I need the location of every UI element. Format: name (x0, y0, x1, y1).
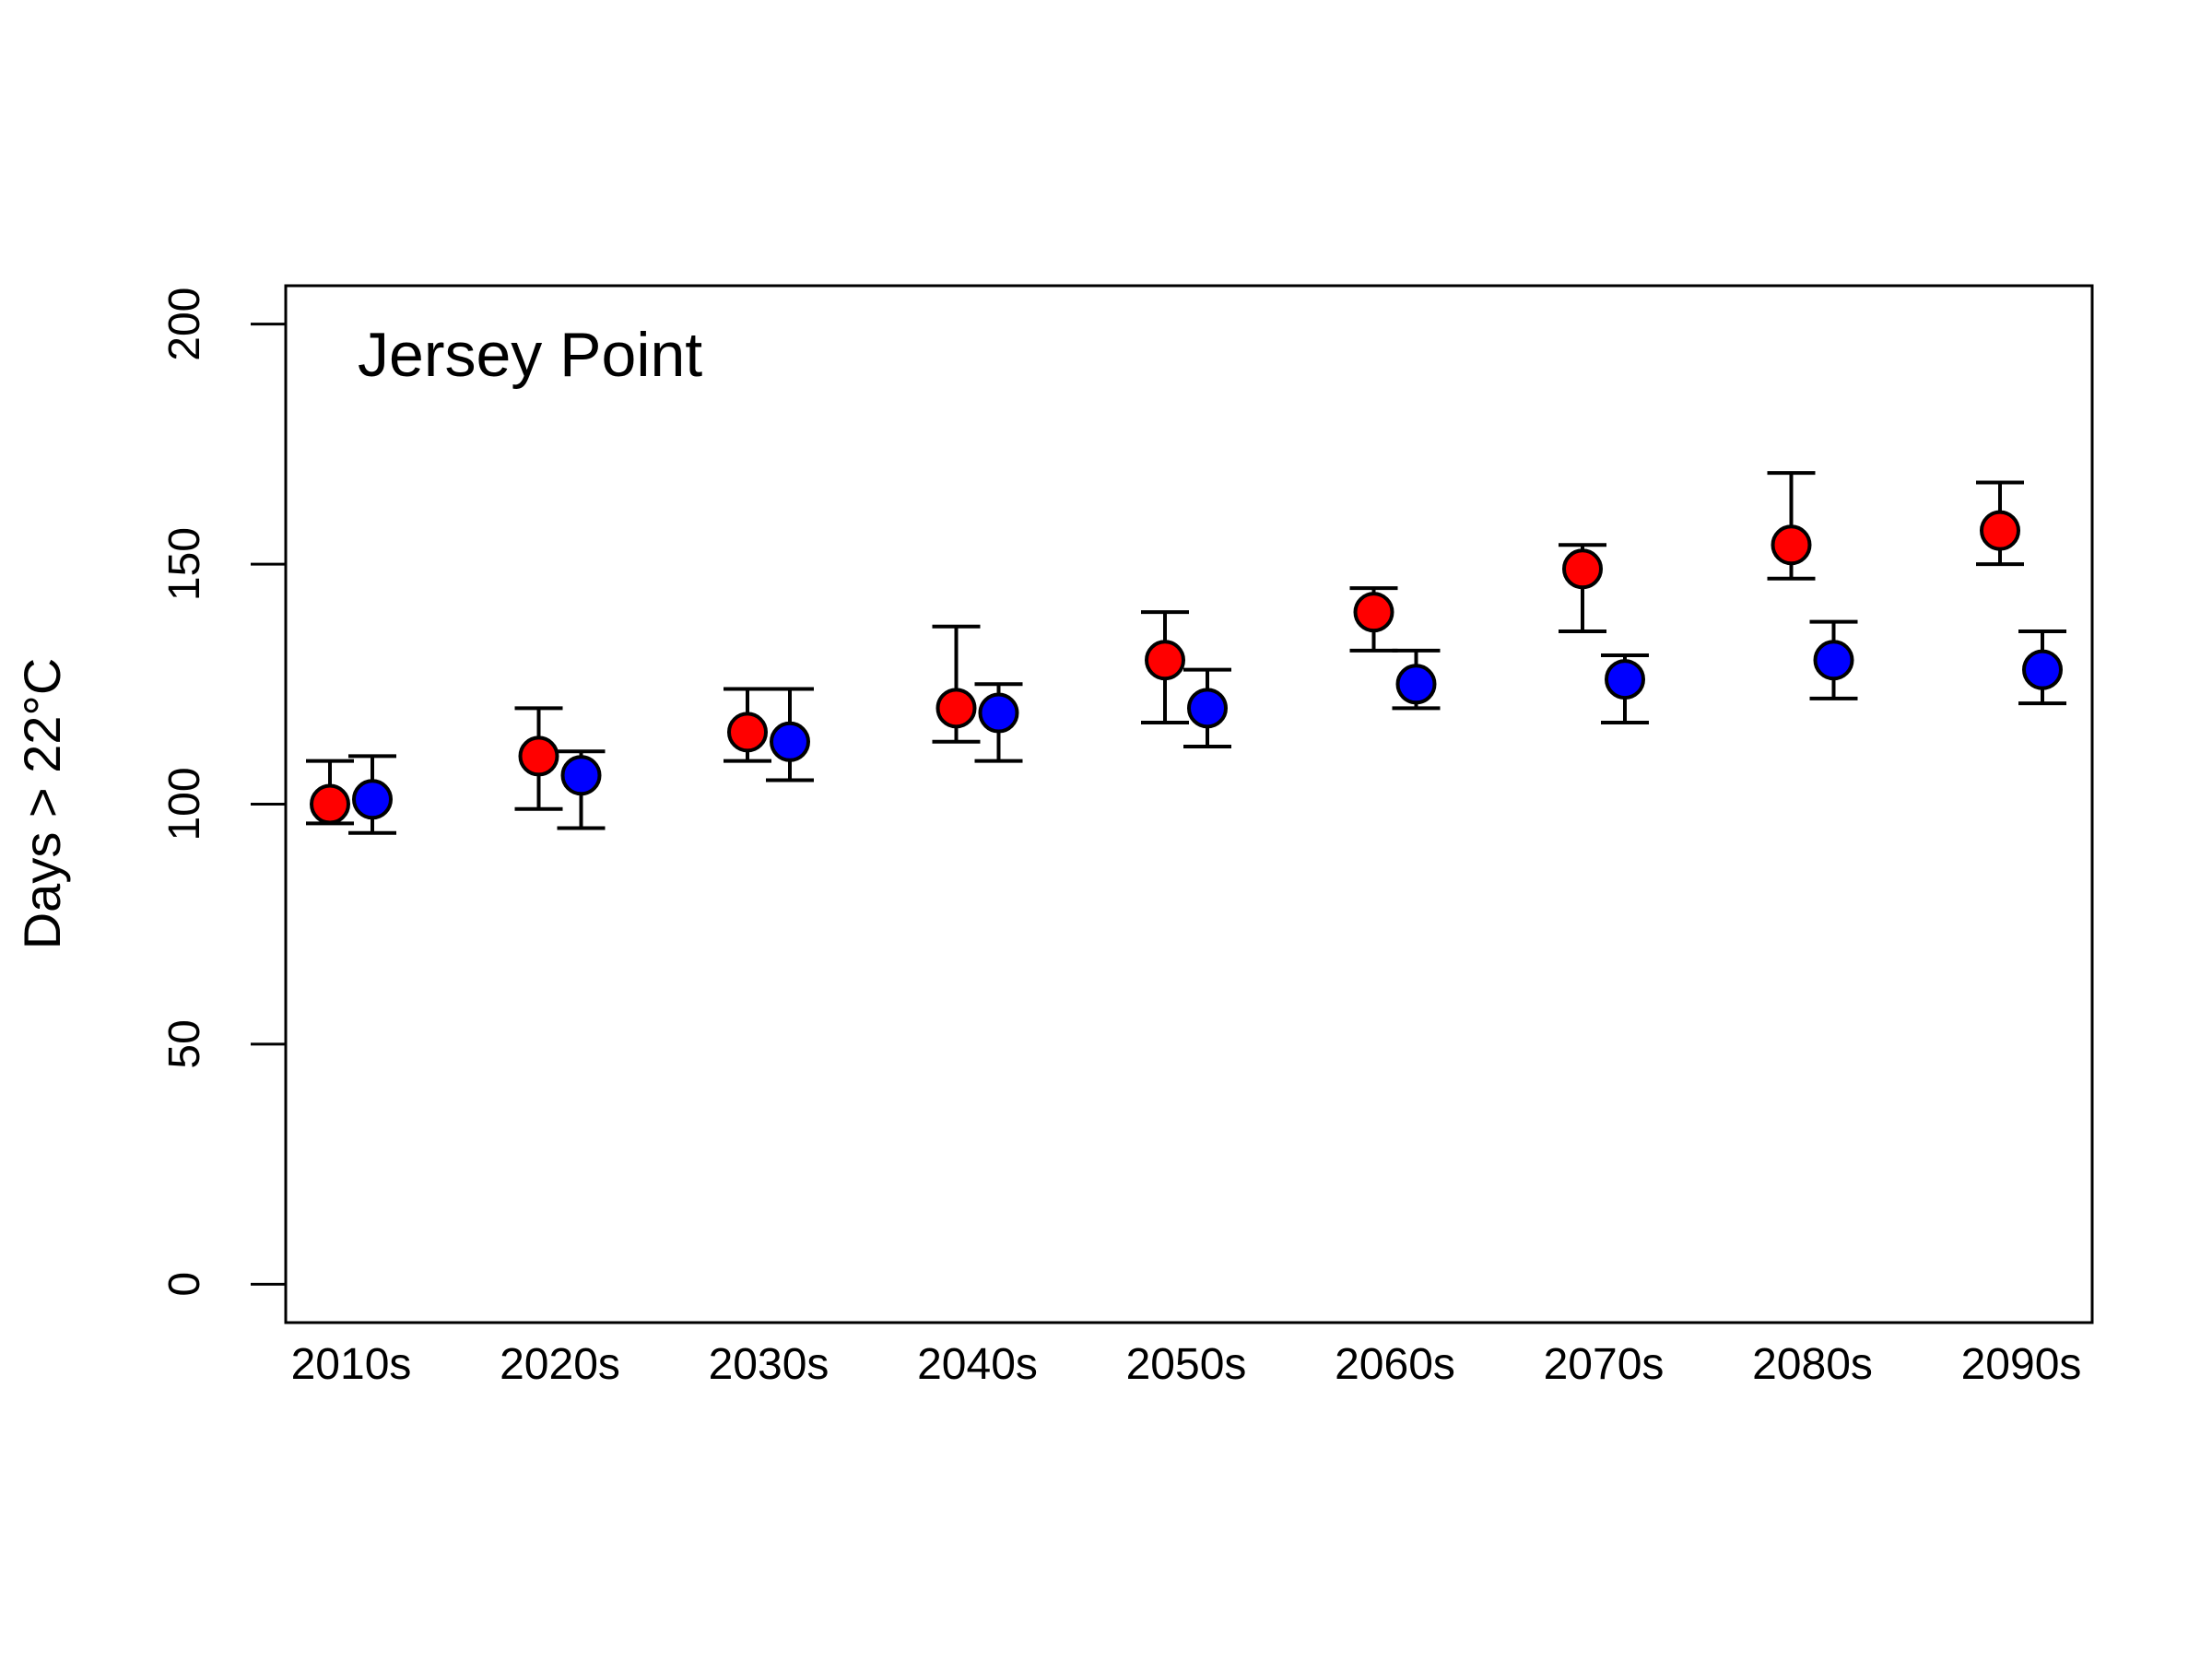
data-point (1187, 688, 1228, 729)
x-tick-label: 2010s (291, 1340, 412, 1389)
x-tick-label: 2040s (917, 1340, 1038, 1389)
data-point (978, 692, 1019, 734)
data-point (1145, 640, 1185, 681)
x-tick-label: 2090s (1961, 1340, 2082, 1389)
data-point (1813, 640, 1854, 681)
data-point (1980, 510, 2020, 551)
data-point (560, 755, 602, 796)
x-tick-label: 2030s (709, 1340, 830, 1389)
x-tick-label: 2060s (1335, 1340, 1455, 1389)
data-point (1395, 664, 1437, 705)
y-tick-label: 50 (160, 1019, 209, 1068)
data-point (770, 721, 810, 762)
data-point (1562, 548, 1603, 590)
data-point (727, 712, 768, 753)
y-axis: 0 50 100 150 200 (160, 288, 286, 1297)
data-point (2022, 649, 2063, 690)
data-point (1605, 659, 1645, 700)
data-point (352, 779, 393, 820)
y-tick-label: 0 (160, 1272, 209, 1297)
data-point (518, 735, 559, 777)
data-points (310, 510, 2063, 825)
data-point (935, 688, 977, 729)
x-tick-label: 2070s (1544, 1340, 1665, 1389)
x-tick-label: 2050s (1126, 1340, 1247, 1389)
y-tick-label: 100 (160, 767, 209, 841)
data-point (1771, 524, 1812, 566)
data-point (1353, 592, 1394, 633)
y-tick-label: 200 (160, 288, 209, 361)
panel-title: Jersey Point (358, 320, 702, 390)
plot-frame (284, 284, 2094, 1324)
y-axis-label: Days > 22°C (13, 658, 71, 950)
x-axis: 2010s 2020s 2030s 2040s 2050s 2060s 2070s 2080s… (291, 1340, 2082, 1389)
x-tick-label: 2020s (500, 1340, 620, 1389)
x-tick-label: 2080s (1752, 1340, 1873, 1389)
data-point (310, 783, 350, 825)
y-tick-label: 150 (160, 527, 209, 601)
